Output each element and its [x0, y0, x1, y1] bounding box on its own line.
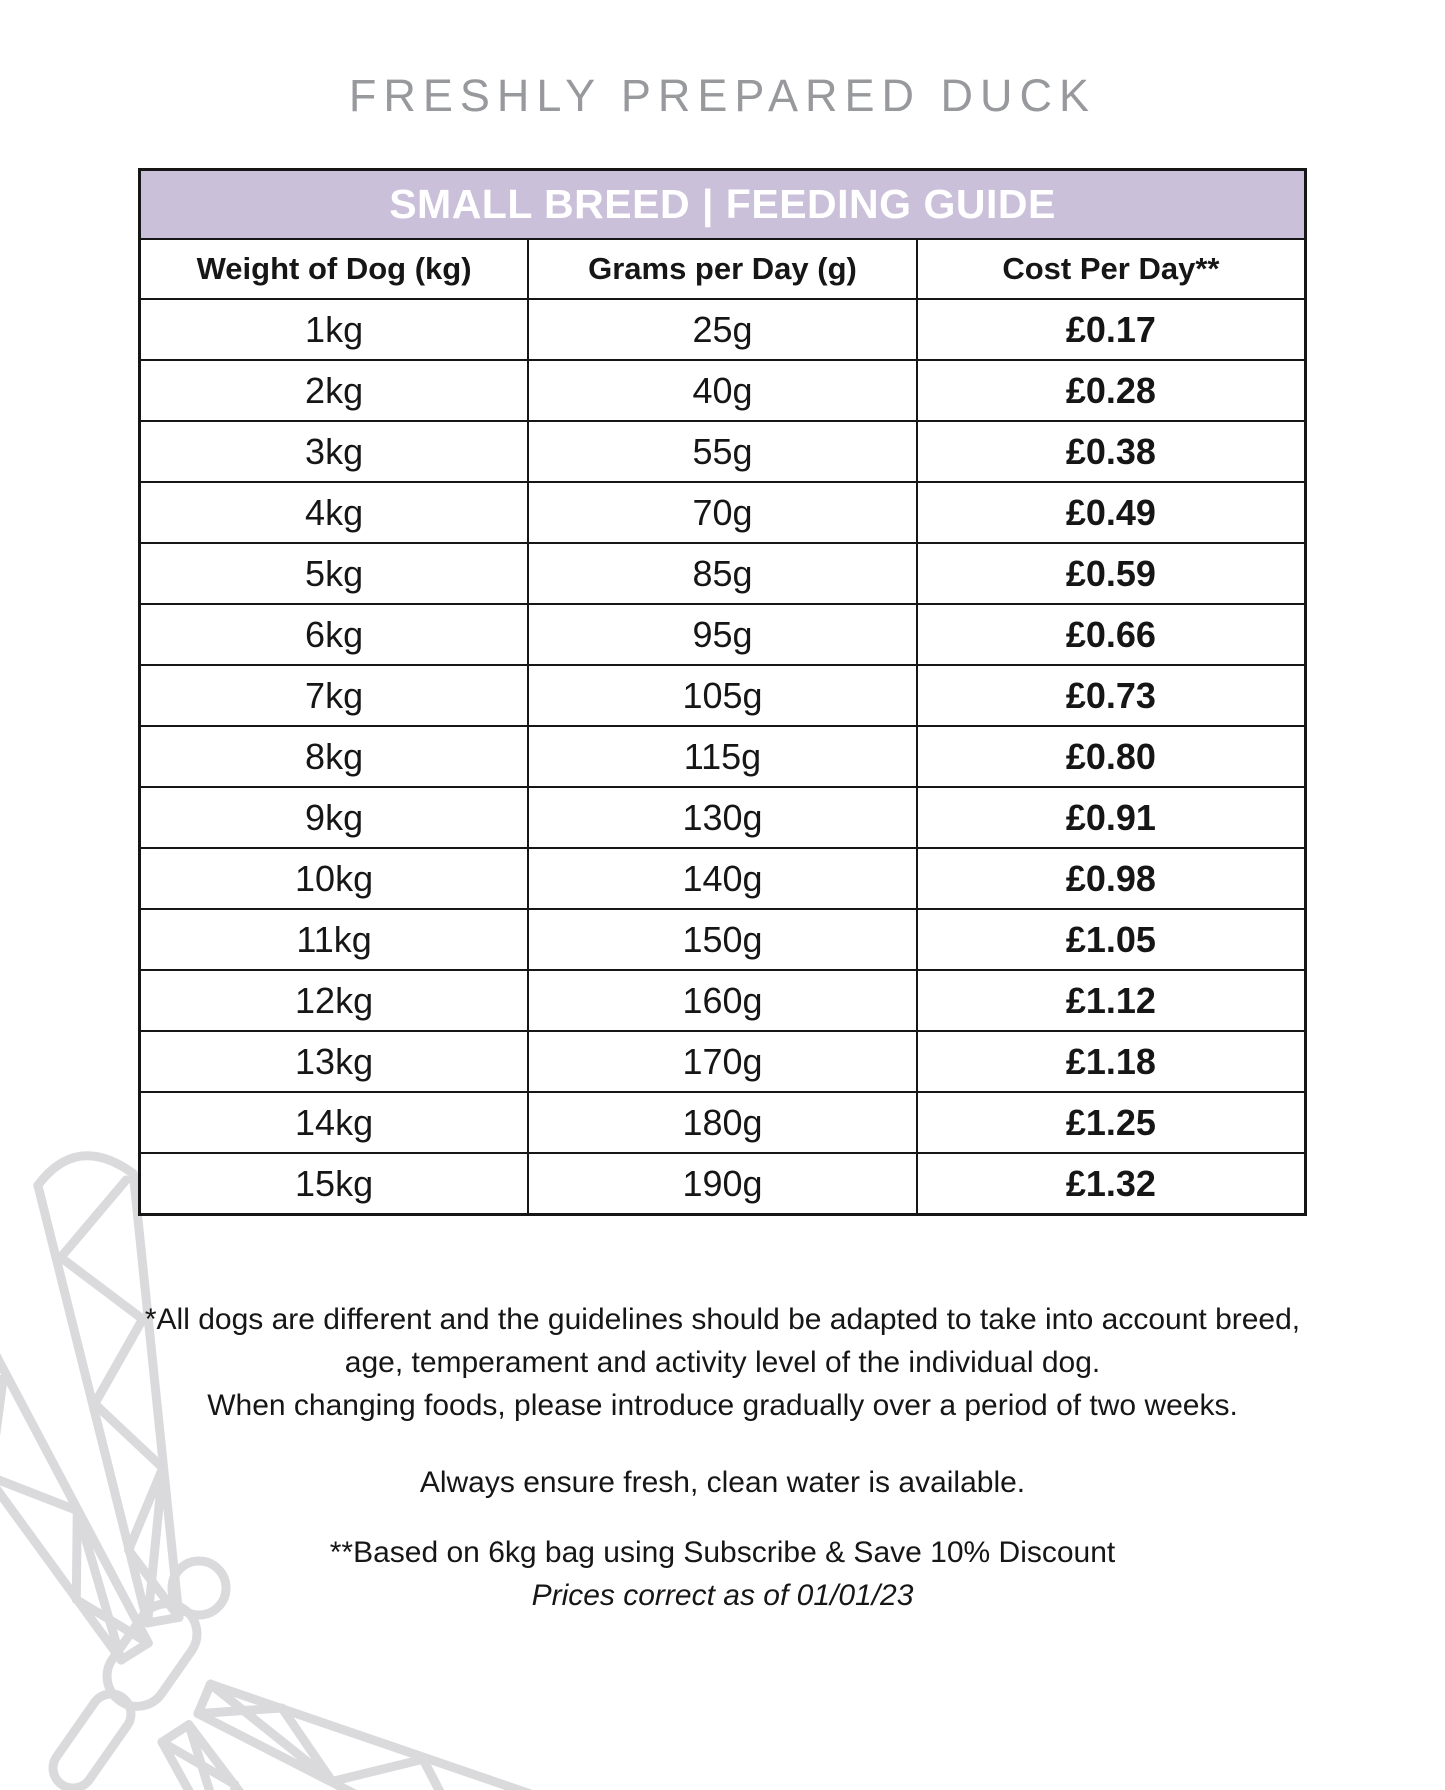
cost-cell: £0.66	[915, 603, 1307, 666]
table-row: 3kg 55g £0.38	[138, 420, 1307, 483]
table-row: 6kg 95g £0.66	[138, 603, 1307, 666]
disclaimer-line: *All dogs are different and the guidelin…	[144, 1303, 1301, 1336]
cost-cell: £0.80	[915, 725, 1307, 788]
cost-cell: £0.17	[915, 298, 1307, 361]
table-row: 7kg 105g £0.73	[138, 664, 1307, 727]
weight-cell: 1kg	[138, 298, 530, 361]
grams-cell: 150g	[527, 908, 918, 971]
table-row: 15kg 190g £1.32	[138, 1152, 1307, 1216]
grams-cell: 70g	[527, 481, 918, 544]
feeding-guide-sheet: FRESHLY PREPARED DUCK SMALL BREED | FEED…	[138, 70, 1307, 1617]
disclaimer-line: When changing foods, please introduce gr…	[207, 1389, 1238, 1422]
grams-cell: 105g	[527, 664, 918, 727]
weight-cell: 6kg	[138, 603, 530, 666]
grams-cell: 130g	[527, 786, 918, 849]
cost-cell: £0.49	[915, 481, 1307, 544]
grams-cell: 180g	[527, 1091, 918, 1154]
table-row: 9kg 130g £0.91	[138, 786, 1307, 849]
weight-cell: 12kg	[138, 969, 530, 1032]
table-row: 10kg 140g £0.98	[138, 847, 1307, 910]
banner-row: SMALL BREED | FEEDING GUIDE	[138, 168, 1307, 240]
weight-cell: 8kg	[138, 725, 530, 788]
cost-cell: £0.59	[915, 542, 1307, 605]
grams-cell: 140g	[527, 847, 918, 910]
grams-cell: 160g	[527, 969, 918, 1032]
grams-cell: 85g	[527, 542, 918, 605]
grams-cell: 25g	[527, 298, 918, 361]
price-basis-note: **Based on 6kg bag using Subscribe & Sav…	[329, 1536, 1116, 1569]
cost-cell: £1.25	[915, 1091, 1307, 1154]
prices-date-note: Prices correct as of 01/01/23	[531, 1579, 914, 1612]
grams-cell: 190g	[527, 1152, 918, 1216]
column-header-weight: Weight of Dog (kg)	[138, 238, 530, 300]
water-note: Always ensure fresh, clean water is avai…	[419, 1466, 1026, 1499]
weight-cell: 10kg	[138, 847, 530, 910]
column-header-grams: Grams per Day (g)	[527, 238, 918, 300]
page-title: FRESHLY PREPARED DUCK	[348, 70, 1097, 121]
footnotes: *All dogs are different and the guidelin…	[138, 1298, 1307, 1617]
table-row: 14kg 180g £1.25	[138, 1091, 1307, 1154]
weight-cell: 4kg	[138, 481, 530, 544]
cost-cell: £0.28	[915, 359, 1307, 422]
feeding-guide-table: SMALL BREED | FEEDING GUIDE Weight of Do…	[138, 168, 1307, 1216]
table-row: 4kg 70g £0.49	[138, 481, 1307, 544]
weight-cell: 13kg	[138, 1030, 530, 1093]
disclaimer-text: *All dogs are different and the guidelin…	[138, 1298, 1307, 1427]
cost-cell: £1.18	[915, 1030, 1307, 1093]
disclaimer-line: age, temperament and activity level of t…	[344, 1346, 1101, 1379]
cost-cell: £0.38	[915, 420, 1307, 483]
table-row: 1kg 25g £0.17	[138, 298, 1307, 361]
weight-cell: 3kg	[138, 420, 530, 483]
cost-cell: £0.98	[915, 847, 1307, 910]
table-row: 8kg 115g £0.80	[138, 725, 1307, 788]
weight-cell: 11kg	[138, 908, 530, 971]
grams-cell: 95g	[527, 603, 918, 666]
weight-cell: 9kg	[138, 786, 530, 849]
weight-cell: 14kg	[138, 1091, 530, 1154]
table-banner: SMALL BREED | FEEDING GUIDE	[138, 168, 1307, 240]
grams-cell: 115g	[527, 725, 918, 788]
column-header-cost: Cost Per Day**	[915, 238, 1307, 300]
cost-cell: £1.32	[915, 1152, 1307, 1216]
table-row: 5kg 85g £0.59	[138, 542, 1307, 605]
table-row: 13kg 170g £1.18	[138, 1030, 1307, 1093]
table-row: 2kg 40g £0.28	[138, 359, 1307, 422]
weight-cell: 15kg	[138, 1152, 530, 1216]
table-row: 11kg 150g £1.05	[138, 908, 1307, 971]
table-row: 12kg 160g £1.12	[138, 969, 1307, 1032]
cost-cell: £0.91	[915, 786, 1307, 849]
cost-cell: £1.05	[915, 908, 1307, 971]
grams-cell: 55g	[527, 420, 918, 483]
grams-cell: 170g	[527, 1030, 918, 1093]
column-header-row: Weight of Dog (kg) Grams per Day (g) Cos…	[138, 238, 1307, 300]
grams-cell: 40g	[527, 359, 918, 422]
weight-cell: 5kg	[138, 542, 530, 605]
weight-cell: 7kg	[138, 664, 530, 727]
cost-cell: £1.12	[915, 969, 1307, 1032]
cost-cell: £0.73	[915, 664, 1307, 727]
weight-cell: 2kg	[138, 359, 530, 422]
